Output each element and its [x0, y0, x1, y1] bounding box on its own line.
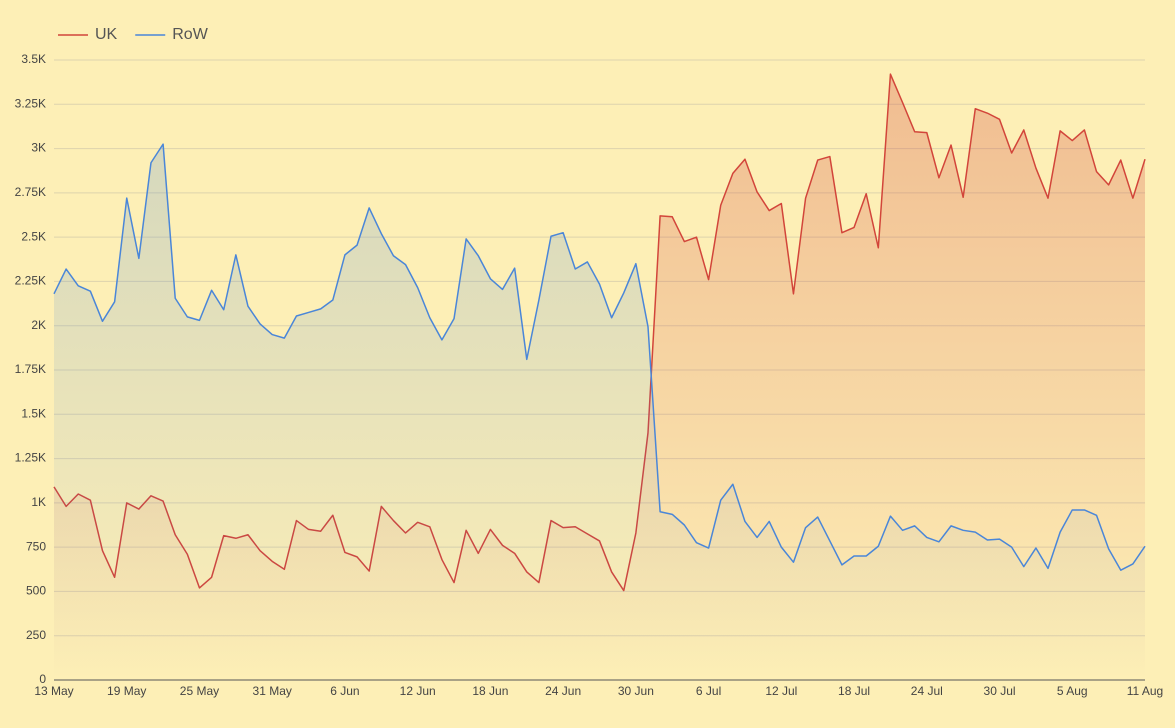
y-tick-label: 1.25K	[15, 451, 46, 465]
y-tick-label: 500	[26, 584, 46, 598]
y-tick-label: 0	[39, 672, 46, 686]
y-tick-label: 2.5K	[21, 229, 46, 243]
y-tick-label: 3.25K	[15, 96, 46, 110]
y-tick-label: 3K	[31, 141, 46, 155]
y-tick-label: 750	[26, 539, 46, 553]
legend-label: UK	[95, 26, 118, 43]
y-tick-label: 1K	[31, 495, 46, 509]
x-tick-label: 13 May	[34, 684, 73, 698]
x-tick-label: 18 Jul	[838, 684, 870, 698]
y-tick-label: 2.25K	[15, 274, 46, 288]
y-tick-label: 3.5K	[21, 52, 46, 66]
x-tick-label: 12 Jul	[765, 684, 797, 698]
y-tick-label: 1.5K	[21, 406, 46, 420]
y-tick-label: 250	[26, 628, 46, 642]
x-tick-label: 11 Aug	[1127, 684, 1163, 698]
x-tick-label: 18 Jun	[472, 684, 508, 698]
x-tick-label: 25 May	[180, 684, 219, 698]
x-tick-label: 30 Jul	[984, 684, 1016, 698]
y-tick-label: 2K	[31, 318, 46, 332]
x-tick-label: 30 Jun	[618, 684, 654, 698]
x-tick-label: 6 Jun	[330, 684, 359, 698]
x-tick-label: 31 May	[253, 684, 292, 698]
x-tick-label: 24 Jul	[911, 684, 943, 698]
y-tick-label: 1.75K	[15, 362, 46, 376]
y-tick-label: 2.75K	[15, 185, 46, 199]
x-tick-label: 19 May	[107, 684, 146, 698]
x-tick-label: 12 Jun	[400, 684, 436, 698]
series-line	[53, 143, 1146, 571]
area-fill	[54, 144, 1145, 681]
x-tick-label: 5 Aug	[1057, 684, 1088, 698]
legend-label: RoW	[172, 26, 208, 43]
x-tick-label: 6 Jul	[696, 684, 721, 698]
x-tick-label: 24 Jun	[545, 684, 581, 698]
